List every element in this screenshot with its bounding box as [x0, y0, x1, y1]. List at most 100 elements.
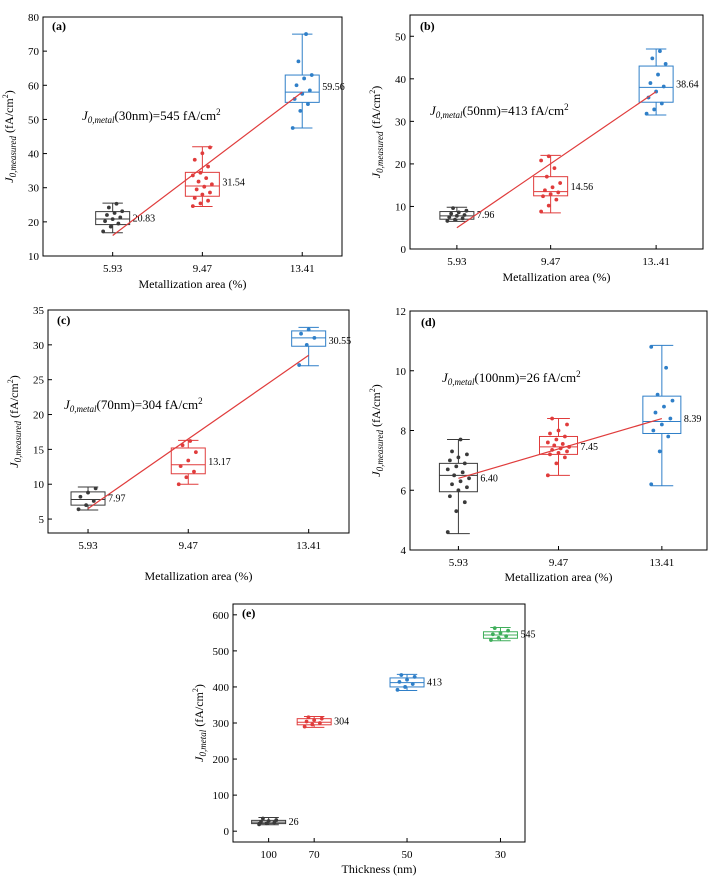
data-point [644, 111, 649, 116]
y-axis-label: J0,metal (fA/cm2) [191, 684, 208, 762]
mean-value-label: 13.17 [208, 457, 231, 468]
annotation-text: (100nm)=26 fA/cm [475, 370, 577, 385]
x-tick-label: 13.41 [296, 540, 321, 552]
y-tick-label: 35 [33, 305, 45, 317]
box-body [642, 395, 682, 434]
data-point [412, 674, 417, 679]
data-point [460, 216, 465, 221]
data-point [651, 428, 656, 433]
data-point [560, 442, 565, 446]
y-axis-label: J0,measured (fA/cm2) [368, 86, 385, 178]
data-point [456, 488, 461, 493]
fit-line [112, 91, 303, 236]
data-point [194, 187, 199, 192]
box-1: 7.45 [539, 416, 599, 478]
box-body [291, 330, 327, 347]
data-point [105, 213, 109, 217]
y-axis-label-close: ) [7, 375, 21, 379]
data-point [562, 455, 567, 460]
data-point [101, 229, 106, 234]
data-point [200, 192, 205, 197]
y-tick-label: 40 [28, 149, 40, 161]
data-point [190, 204, 195, 209]
data-point [552, 443, 557, 448]
x-axis-label: Metallization area (%) [145, 569, 253, 583]
data-point [504, 634, 509, 638]
data-point [294, 83, 299, 88]
mean-value-label: 7.97 [108, 493, 126, 504]
chart-panel-0: 10 20 30 40 50 60 70 80 5.93 9.47 13.41 Metallizati… [1, 12, 345, 291]
fit-line [87, 354, 310, 510]
box-body [438, 462, 478, 493]
y-tick-label: 30 [28, 183, 40, 195]
data-point [562, 434, 567, 439]
data-point [550, 185, 555, 190]
x-tick-label: 100 [260, 849, 277, 861]
data-point [498, 630, 503, 635]
annotation-text: (50nm)=413 fA/cm [463, 103, 565, 118]
data-point [445, 219, 450, 223]
data-point [204, 176, 209, 181]
data-point [656, 72, 660, 77]
data-point [663, 62, 668, 66]
data-point [106, 205, 111, 210]
y-axis-label-main: J [369, 172, 383, 178]
y-tick-label: 6 [401, 485, 407, 497]
data-point [196, 179, 201, 184]
data-point [91, 499, 96, 503]
data-point [648, 81, 653, 85]
data-point [306, 715, 311, 720]
box-body [95, 211, 131, 226]
data-point [403, 685, 408, 689]
annotation-text: (70nm)=304 fA/cm [97, 397, 199, 412]
data-point [496, 635, 501, 640]
data-point [306, 102, 310, 106]
data-point [489, 638, 493, 642]
annotation-text: (30nm)=545 fA/cm [115, 108, 217, 123]
plot-frame [232, 603, 526, 843]
data-point [462, 213, 467, 217]
data-point [652, 107, 657, 112]
data-point [506, 628, 510, 633]
data-point [668, 416, 673, 421]
x-tick-label: 5.93 [103, 263, 123, 275]
data-point [447, 494, 452, 499]
data-point [399, 673, 404, 677]
data-point [650, 56, 655, 61]
data-point [302, 76, 307, 81]
data-point [453, 217, 457, 222]
y-axis-label-sub: 0,measured [375, 429, 385, 471]
data-point [306, 327, 311, 332]
y-axis-label: J0,measured (fA/cm2) [6, 375, 23, 467]
data-point [456, 455, 461, 460]
y-tick-label: 10 [28, 251, 40, 263]
y-tick-label: 4 [401, 545, 407, 557]
annotation-sub: 0,metal [88, 115, 115, 125]
mean-value-label: 31.54 [222, 177, 245, 188]
data-point [312, 335, 317, 340]
mean-value-label: 545 [520, 630, 535, 641]
plot-frame [47, 309, 350, 534]
x-tick-label: 70 [309, 849, 321, 861]
box-1: 304 [296, 715, 349, 729]
data-point [118, 215, 123, 220]
y-tick-label: 8 [401, 426, 407, 438]
x-tick-label: 5.93 [447, 256, 467, 268]
data-point [458, 437, 463, 442]
mean-value-label: 7.45 [581, 442, 599, 453]
data-point [450, 482, 454, 487]
y-tick-label: 25 [33, 375, 45, 387]
y-tick-label: 300 [213, 718, 230, 730]
chart-panel-1: 0 10 20 30 40 50 5.93 9.47 13..41 Metallization a… [368, 14, 704, 284]
data-point [261, 816, 265, 821]
data-point [544, 174, 549, 179]
data-point [110, 217, 115, 222]
box-2: 413 [389, 673, 442, 692]
annotation-sub: 0,metal [448, 377, 475, 387]
y-axis-label-main: J [7, 462, 21, 468]
data-point [666, 434, 671, 439]
x-axis-label: Thickness (nm) [342, 862, 417, 876]
data-point [464, 208, 469, 213]
data-point [558, 181, 563, 185]
annotation-main: J [82, 108, 89, 123]
